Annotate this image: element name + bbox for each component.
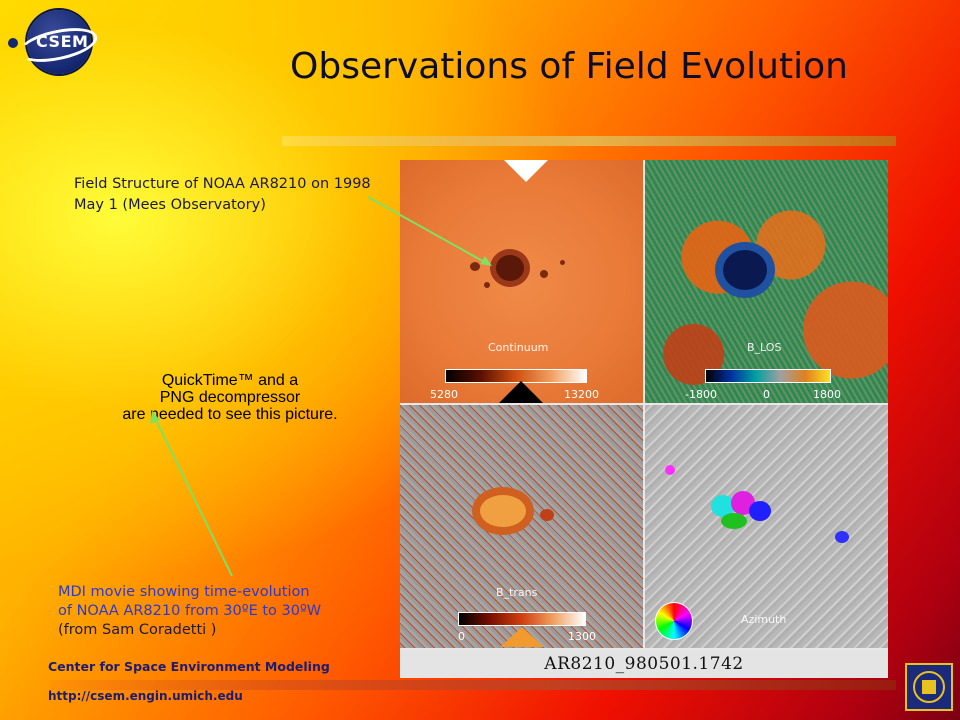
btrans-label: B_trans (496, 586, 538, 599)
quicktime-line-3: are needed to see this picture. (122, 406, 338, 423)
blos-max: 1800 (813, 388, 841, 401)
continuum-max: 13200 (564, 388, 599, 401)
logo-globe (27, 10, 91, 74)
footer-organization: Center for Space Environment Modeling (48, 659, 330, 674)
observation-panel: Continuum 5280 13200 B_LOS -1800 0 1800 … (400, 160, 888, 678)
footer-url[interactable]: http://csem.engin.umich.edu (48, 689, 243, 703)
university-seal (905, 663, 953, 711)
continuum-min: 5280 (430, 388, 458, 401)
blos-label: B_LOS (747, 341, 782, 354)
azimuth-color-wheel (655, 602, 693, 640)
quicktime-placeholder: QuickTime™ and a PNG decompressor are ne… (84, 372, 376, 423)
mdi-caption-line-3: (from Sam Coradetti ) (58, 622, 217, 638)
continuum-image: Continuum 5280 13200 (400, 160, 643, 403)
movie-arrow (153, 415, 233, 577)
slide-title: Observations of Field Evolution (290, 46, 848, 87)
observation-id: AR8210_980501.1742 (400, 650, 888, 678)
btrans-colorbar (458, 612, 586, 626)
blos-colorbar (705, 369, 831, 383)
azimuth-image: Azimuth (645, 405, 888, 648)
footer-rule (50, 680, 896, 690)
title-rule (282, 136, 896, 146)
btrans-image: B_trans 0 1300 (400, 405, 643, 648)
logo-dot (8, 38, 18, 48)
btrans-max: 1300 (568, 630, 596, 643)
logo-text: CSEM (36, 32, 89, 51)
blos-mid: 0 (763, 388, 770, 401)
btrans-min: 0 (458, 630, 465, 643)
blos-min: -1800 (685, 388, 717, 401)
azimuth-label: Azimuth (741, 613, 787, 626)
csem-logo: CSEM (8, 8, 101, 78)
continuum-label: Continuum (488, 341, 549, 354)
quicktime-line-2: PNG decompressor (159, 389, 301, 406)
field-structure-caption: Field Structure of NOAA AR8210 on 1998 M… (74, 176, 371, 213)
mdi-movie-caption: MDI movie showing time-evolution of NOAA… (58, 583, 398, 640)
mdi-caption-line-1: MDI movie showing time-evolution (58, 584, 310, 600)
quicktime-line-1: QuickTime™ and a (161, 372, 299, 389)
mdi-caption-line-2: of NOAA AR8210 from 30ºE to 30ºW (58, 603, 322, 619)
blos-image: B_LOS -1800 0 1800 (645, 160, 888, 403)
